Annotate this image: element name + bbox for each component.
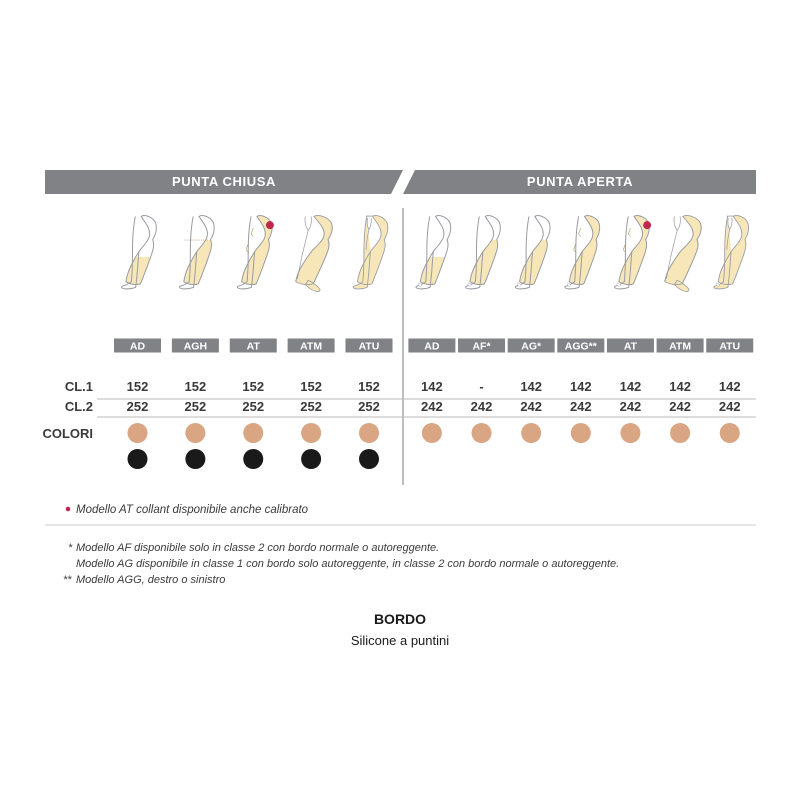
svg-text:242: 242 (669, 399, 691, 414)
svg-text:ATM: ATM (669, 340, 691, 352)
svg-text:ATM: ATM (300, 340, 322, 352)
svg-text:252: 252 (358, 399, 380, 414)
svg-text:142: 142 (520, 379, 542, 394)
svg-text:PUNTA APERTA: PUNTA APERTA (527, 174, 633, 189)
svg-text:BORDO: BORDO (374, 611, 426, 627)
svg-text:252: 252 (185, 399, 207, 414)
svg-text:AT: AT (624, 340, 638, 352)
svg-text:AT: AT (247, 340, 261, 352)
svg-text:Modello AG disponibile in clas: Modello AG disponibile in classe 1 con b… (76, 558, 619, 570)
svg-text:152: 152 (185, 379, 207, 394)
svg-text:AGH: AGH (184, 340, 207, 352)
svg-text:AD: AD (130, 340, 146, 352)
svg-text:152: 152 (242, 379, 264, 394)
svg-text:COLORI: COLORI (42, 426, 93, 441)
svg-text:142: 142 (719, 379, 741, 394)
svg-text:242: 242 (719, 399, 741, 414)
svg-text:142: 142 (421, 379, 443, 394)
svg-text:242: 242 (520, 399, 542, 414)
svg-text:-: - (479, 379, 483, 394)
svg-text:PUNTA CHIUSA: PUNTA CHIUSA (172, 174, 276, 189)
svg-text:142: 142 (669, 379, 691, 394)
svg-text:Modello AGG, destro o sinistro: Modello AGG, destro o sinistro (76, 574, 225, 586)
svg-text:142: 142 (620, 379, 642, 394)
svg-text:242: 242 (471, 399, 493, 414)
svg-text:152: 152 (127, 379, 149, 394)
svg-text:142: 142 (570, 379, 592, 394)
svg-text:152: 152 (300, 379, 322, 394)
svg-text:CL.1: CL.1 (65, 379, 93, 394)
svg-text:Modello AF disponibile solo in: Modello AF disponibile solo in classe 2 … (76, 542, 439, 554)
svg-text:AG*: AG* (521, 340, 542, 352)
svg-text:242: 242 (570, 399, 592, 414)
svg-text:AF*: AF* (472, 340, 491, 352)
svg-text:252: 252 (300, 399, 322, 414)
svg-text:252: 252 (242, 399, 264, 414)
svg-text:152: 152 (358, 379, 380, 394)
svg-text:Silicone a puntini: Silicone a puntini (351, 633, 449, 648)
svg-text:242: 242 (620, 399, 642, 414)
svg-text:Modello AT collant disponibile: Modello AT collant disponibile anche cal… (76, 504, 309, 516)
svg-text:AD: AD (424, 340, 440, 352)
svg-text:AGG**: AGG** (565, 340, 598, 352)
svg-text:ATU: ATU (719, 340, 740, 352)
svg-text:ATU: ATU (359, 340, 380, 352)
svg-text:CL.2: CL.2 (65, 399, 93, 414)
svg-text:**: ** (63, 574, 72, 586)
svg-text:242: 242 (421, 399, 443, 414)
svg-text:252: 252 (127, 399, 149, 414)
svg-text:*: * (68, 542, 73, 554)
